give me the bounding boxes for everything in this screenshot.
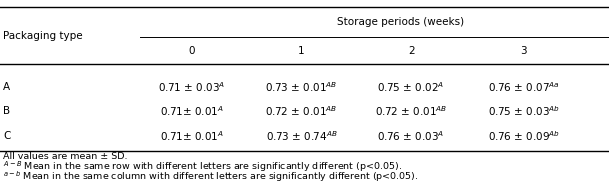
Text: 0.76 ± 0.09$^{Ab}$: 0.76 ± 0.09$^{Ab}$	[488, 129, 560, 143]
Text: All values are mean ± SD.: All values are mean ± SD.	[3, 152, 127, 161]
Text: 0.73 ± 0.01$^{AB}$: 0.73 ± 0.01$^{AB}$	[266, 80, 337, 94]
Text: 0.76 ± 0.07$^{Aa}$: 0.76 ± 0.07$^{Aa}$	[488, 80, 560, 94]
Text: 1: 1	[298, 46, 304, 56]
Text: 0: 0	[189, 46, 195, 56]
Text: 0.76 ± 0.03$^{A}$: 0.76 ± 0.03$^{A}$	[378, 129, 445, 143]
Text: 0.71± 0.01$^{A}$: 0.71± 0.01$^{A}$	[160, 129, 224, 143]
Text: 0.72 ± 0.01$^{AB}$: 0.72 ± 0.01$^{AB}$	[375, 104, 447, 118]
Text: B: B	[3, 106, 10, 116]
Text: C: C	[3, 131, 10, 141]
Text: 0.71 ± 0.03$^{A}$: 0.71 ± 0.03$^{A}$	[158, 80, 225, 94]
Text: 3: 3	[521, 46, 527, 56]
Text: 0.71± 0.01$^{A}$: 0.71± 0.01$^{A}$	[160, 104, 224, 118]
Text: 0.73 ± 0.74$^{AB}$: 0.73 ± 0.74$^{AB}$	[266, 129, 337, 143]
Text: Storage periods (weeks): Storage periods (weeks)	[337, 17, 464, 27]
Text: 0.75 ± 0.03$^{Ab}$: 0.75 ± 0.03$^{Ab}$	[488, 104, 560, 118]
Text: $^{A-B}$ Mean in the same row with different letters are significantly different: $^{A-B}$ Mean in the same row with diffe…	[3, 159, 403, 174]
Text: $^{a-b}$ Mean in the same column with different letters are significantly differ: $^{a-b}$ Mean in the same column with di…	[3, 169, 418, 181]
Text: 0.72 ± 0.01$^{AB}$: 0.72 ± 0.01$^{AB}$	[266, 104, 337, 118]
Text: 2: 2	[408, 46, 414, 56]
Text: Packaging type: Packaging type	[3, 31, 83, 41]
Text: A: A	[3, 82, 10, 92]
Text: 0.75 ± 0.02$^{A}$: 0.75 ± 0.02$^{A}$	[378, 80, 445, 94]
